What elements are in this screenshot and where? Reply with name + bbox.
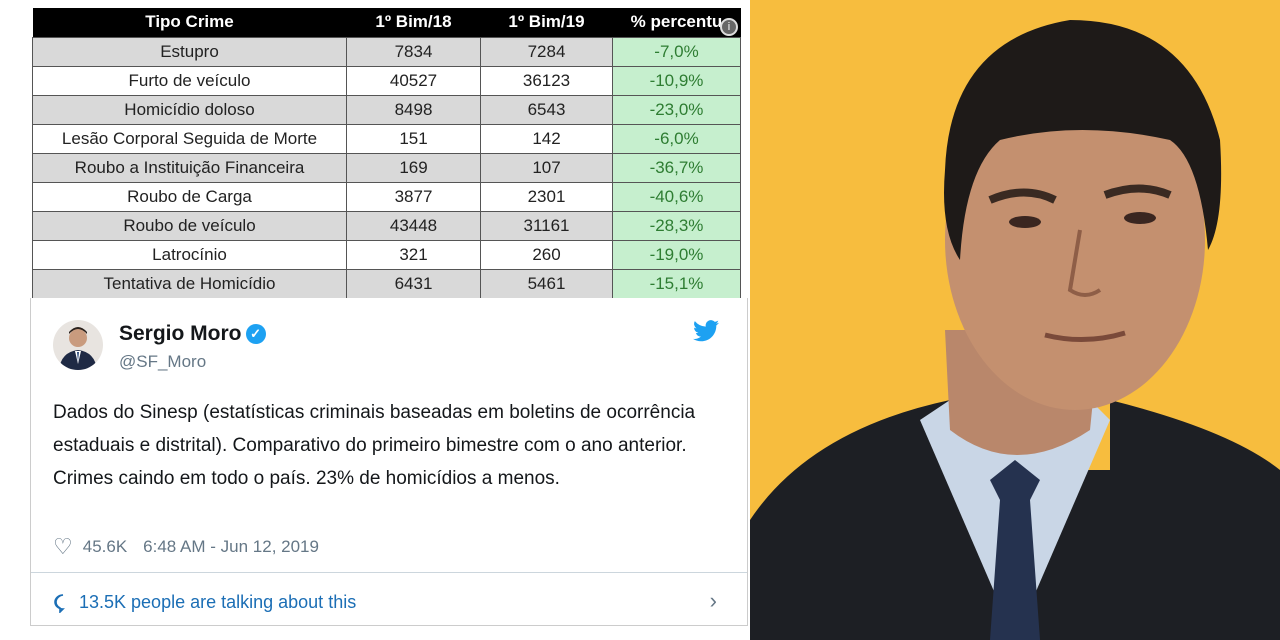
crime-type-cell: Lesão Corporal Seguida de Morte (32, 123, 347, 154)
bim19-cell: 142 (480, 123, 613, 154)
bim18-cell: 43448 (346, 210, 481, 241)
table-row: Homicídio doloso 8498 6543 -23,0% (32, 94, 741, 125)
tweet-card: Sergio Moro ✓ @SF_Moro Dados do Sinesp (e… (30, 298, 748, 626)
table-row: Tentativa de Homicídio 6431 5461 -15,1% (32, 268, 741, 299)
divider (31, 572, 747, 573)
column-header: Tipo Crime (32, 8, 347, 37)
percent-change-cell: -36,7% (612, 152, 741, 183)
percent-change-cell: -6,0% (612, 123, 741, 154)
bim19-cell: 6543 (480, 94, 613, 125)
bim19-cell: 107 (480, 152, 613, 183)
percent-change-cell: -10,9% (612, 65, 741, 96)
percent-change-cell: -19,0% (612, 239, 741, 270)
table-row: Roubo a Instituição Financeira 169 107 -36,… (32, 152, 741, 183)
crime-type-cell: Tentativa de Homicídio (32, 268, 347, 299)
table-row: Roubo de veículo 43448 31161 -28,3% (32, 210, 741, 241)
percent-change-cell: -28,3% (612, 210, 741, 241)
crime-type-cell: Roubo a Instituição Financeira (32, 152, 347, 183)
table-row: Roubo de Carga 3877 2301 -40,6% (32, 181, 741, 212)
crime-type-cell: Furto de veículo (32, 65, 347, 96)
percent-change-cell: -40,6% (612, 181, 741, 212)
conversation-link[interactable]: 13.5K people are talking about this (53, 592, 356, 613)
bim18-cell: 151 (346, 123, 481, 154)
crime-type-cell: Latrocínio (32, 239, 347, 270)
bim18-cell: 40527 (346, 65, 481, 96)
comment-bubble-icon (54, 593, 65, 613)
bim18-cell: 321 (346, 239, 481, 270)
percent-change-cell: -15,1% (612, 268, 741, 299)
table-header: Tipo Crime 1º Bim/18 1º Bim/19% percentu (32, 8, 741, 37)
percent-change-cell: -7,0% (612, 36, 741, 67)
bim18-cell: 7834 (346, 36, 481, 67)
bim18-cell: 169 (346, 152, 481, 183)
chevron-right-icon[interactable]: › (709, 588, 717, 613)
tweet-meta: ♡ 45.6K 6:48 AM - Jun 12, 2019 (53, 534, 319, 560)
crime-type-cell: Homicídio doloso (32, 94, 347, 125)
left-panel: Tipo Crime 1º Bim/18 1º Bim/19% percentu E… (30, 8, 748, 626)
bim19-cell: 31161 (480, 210, 613, 241)
column-header: 1º Bim/18 (346, 8, 481, 37)
portrait-photo (750, 0, 1280, 640)
bim18-cell: 8498 (346, 94, 481, 125)
bim19-cell: 260 (480, 239, 613, 270)
crime-type-cell: Estupro (32, 36, 347, 67)
avatar[interactable] (53, 320, 103, 370)
table-row: Latrocínio 321 260 -19,0% (32, 239, 741, 270)
bim18-cell: 3877 (346, 181, 481, 212)
bim18-cell: 6431 (346, 268, 481, 299)
tweet-handle[interactable]: @SF_Moro (119, 352, 207, 371)
bim19-cell: 5461 (480, 268, 613, 299)
heart-icon[interactable]: ♡ (53, 534, 73, 559)
table-row: Lesão Corporal Seguida de Morte 151 142 -6,… (32, 123, 741, 154)
like-count[interactable]: 45.6K (82, 537, 128, 556)
bim19-cell: 36123 (480, 65, 613, 96)
column-header: 1º Bim/19 (480, 8, 613, 37)
table-row: Estupro 7834 7284 -7,0% (32, 36, 741, 67)
twitter-bird-icon[interactable] (693, 320, 719, 342)
info-icon[interactable]: i (720, 18, 738, 36)
bim19-cell: 7284 (480, 36, 613, 67)
tweet-timestamp[interactable]: 6:48 AM - Jun 12, 2019 (143, 537, 319, 556)
percent-change-cell: -23,0% (612, 94, 741, 125)
tweet-author[interactable]: Sergio Moro ✓ (119, 322, 266, 346)
verified-badge-icon: ✓ (245, 324, 266, 344)
column-header: % percentu (612, 8, 741, 37)
tweet-text: Dados do Sinesp (estatísticas criminais … (53, 402, 696, 489)
crime-type-cell: Roubo de Carga (32, 181, 347, 212)
crime-table: Tipo Crime 1º Bim/18 1º Bim/19% percentu E… (32, 8, 741, 299)
bim19-cell: 2301 (480, 181, 613, 212)
table-row: Furto de veículo 40527 36123 -10,9% (32, 65, 741, 96)
crime-type-cell: Roubo de veículo (32, 210, 347, 241)
